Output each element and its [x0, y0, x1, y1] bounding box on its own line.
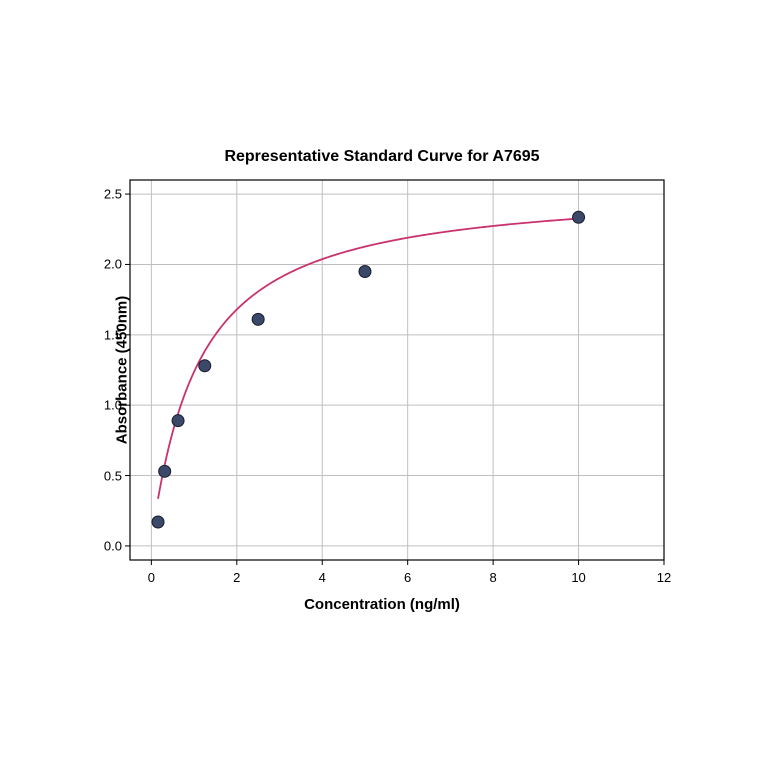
- y-tick-label: 0.0: [92, 538, 122, 553]
- fit-curve: [158, 219, 579, 499]
- chart-plot-area: [130, 180, 664, 560]
- x-tick-label: 2: [233, 570, 240, 585]
- x-tick-label: 8: [489, 570, 496, 585]
- chart-svg: [130, 180, 664, 560]
- data-point: [359, 265, 371, 277]
- y-tick-label: 2.5: [92, 187, 122, 202]
- data-point: [252, 313, 264, 325]
- y-tick-label: 0.5: [92, 468, 122, 483]
- data-point: [159, 465, 171, 477]
- data-point: [172, 415, 184, 427]
- data-point: [152, 516, 164, 528]
- data-point: [199, 360, 211, 372]
- x-axis-label: Concentration (ng/ml): [0, 596, 764, 613]
- x-tick-label: 12: [657, 570, 671, 585]
- y-axis-label: Absorbance (450nm): [114, 296, 131, 444]
- y-tick-label: 2.0: [92, 257, 122, 272]
- x-tick-label: 10: [571, 570, 585, 585]
- y-tick-label: 1.0: [92, 398, 122, 413]
- x-tick-label: 4: [319, 570, 326, 585]
- y-tick-label: 1.5: [92, 327, 122, 342]
- data-point: [573, 211, 585, 223]
- chart-title: Representative Standard Curve for A7695: [0, 148, 764, 166]
- x-tick-label: 0: [148, 570, 155, 585]
- x-tick-label: 6: [404, 570, 411, 585]
